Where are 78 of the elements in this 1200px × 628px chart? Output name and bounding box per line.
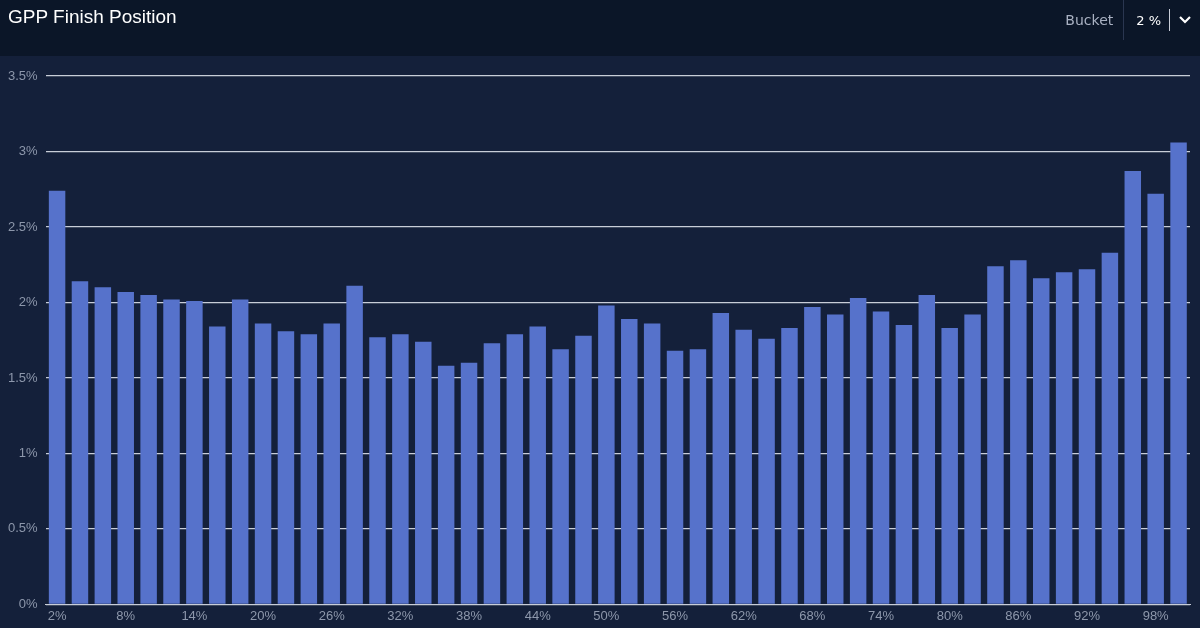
- bar: [1010, 260, 1027, 604]
- bar: [987, 266, 1004, 604]
- bar: [529, 326, 546, 604]
- bar: [689, 349, 707, 604]
- bar: [48, 190, 66, 604]
- x-tick-label: 56%: [662, 607, 689, 623]
- y-tick-label: 0.5%: [7, 520, 39, 536]
- x-tick-label: 8%: [116, 607, 136, 623]
- bar: [437, 365, 455, 604]
- y-tick-label: 1.5%: [7, 369, 39, 385]
- bar: [300, 334, 318, 604]
- bar: [460, 362, 478, 604]
- x-tick-label: 38%: [456, 607, 483, 623]
- bar: [621, 319, 638, 604]
- chart-title: GPP Finish Position: [8, 6, 177, 28]
- bar: [804, 306, 821, 604]
- bar: [369, 337, 386, 604]
- bar: [666, 350, 684, 604]
- x-tick-label: 32%: [387, 607, 414, 623]
- bar: [918, 294, 936, 604]
- bar: [346, 285, 363, 604]
- bar: [163, 299, 180, 604]
- bar: [781, 328, 798, 604]
- y-tick-label: 3.5%: [7, 67, 39, 83]
- bar: [872, 311, 890, 604]
- bar: [1055, 272, 1073, 604]
- text: 2 %: [1136, 12, 1161, 28]
- bar: [1170, 142, 1187, 604]
- bar: [483, 343, 501, 604]
- x-tick-label: 20%: [250, 607, 277, 623]
- bar: [1147, 193, 1164, 604]
- bar: [117, 291, 134, 604]
- bar: [1032, 278, 1050, 604]
- x-tick-label: 80%: [936, 607, 964, 623]
- text: Bucket: [1065, 12, 1114, 28]
- y-tick-label: 2.5%: [7, 218, 39, 234]
- y-tick-label: 3%: [18, 143, 39, 159]
- x-tick-label: 44%: [524, 607, 552, 623]
- bar: [186, 300, 203, 604]
- bar: [277, 331, 295, 604]
- bar: [392, 334, 409, 604]
- x-tick-label: 86%: [1005, 607, 1032, 623]
- x-tick-label: 74%: [868, 607, 895, 623]
- x-tick-label: 14%: [181, 607, 208, 623]
- bar: [964, 314, 981, 604]
- x-tick-label: 62%: [730, 607, 758, 623]
- bar: [506, 334, 524, 604]
- bar: [71, 281, 89, 604]
- bar: [643, 323, 661, 604]
- bar: [552, 349, 569, 604]
- x-tick-label: 92%: [1073, 607, 1101, 623]
- y-tick-label: 0%: [18, 595, 39, 611]
- bar: [1124, 171, 1142, 604]
- y-tick-label: 2%: [18, 294, 39, 310]
- bar: [140, 294, 157, 604]
- bar: [758, 338, 775, 604]
- bar: [712, 313, 730, 604]
- x-tick-label: 26%: [318, 607, 346, 623]
- bar: [735, 329, 752, 604]
- bar: [1078, 269, 1096, 604]
- x-tick-label: 68%: [799, 607, 826, 623]
- bar: [827, 314, 844, 604]
- y-tick-label: 1%: [18, 445, 39, 461]
- bar: [323, 323, 340, 604]
- x-tick-label: 98%: [1142, 607, 1170, 623]
- bar: [209, 326, 226, 604]
- bar: [895, 325, 913, 604]
- bar: [575, 335, 592, 604]
- bar: [94, 287, 112, 604]
- bar: [1101, 252, 1119, 604]
- bar: [254, 323, 272, 604]
- bar: [231, 299, 249, 604]
- bar: [415, 341, 432, 604]
- bar: [598, 305, 615, 604]
- bar: [849, 297, 867, 604]
- x-tick-label: 2%: [47, 607, 67, 623]
- x-tick-label: 50%: [593, 607, 620, 623]
- bar: [941, 328, 958, 604]
